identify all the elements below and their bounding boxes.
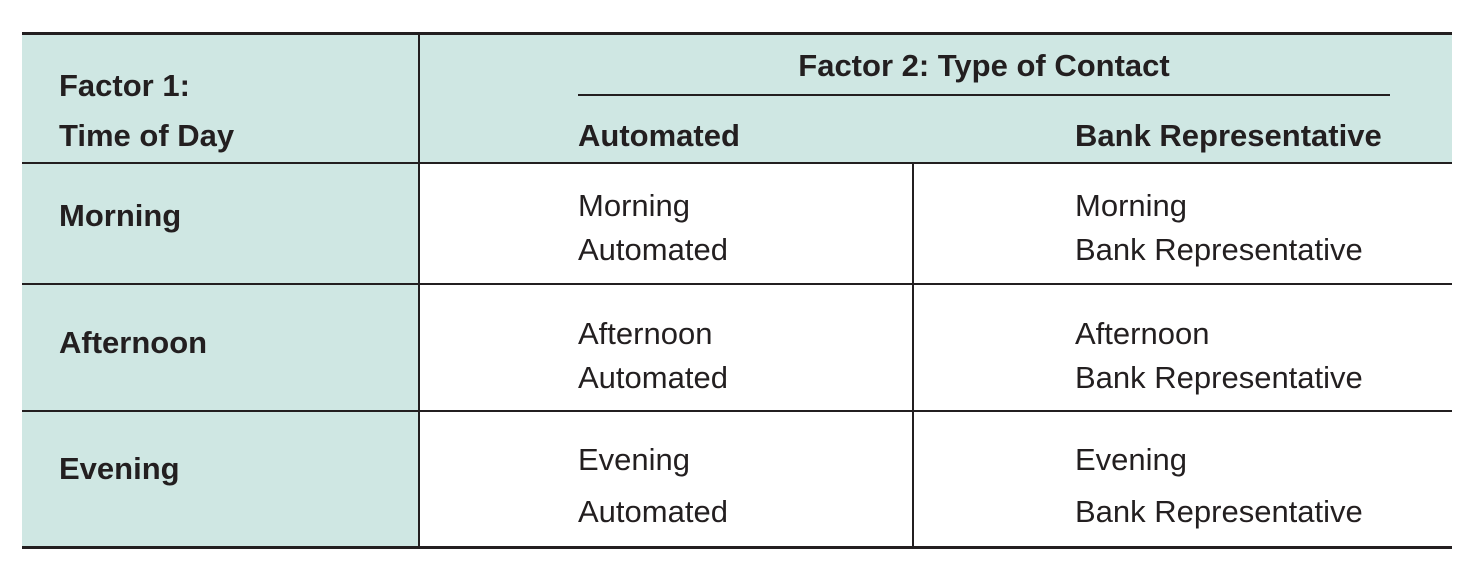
cell-line-1: Afternoon	[1075, 316, 1210, 351]
cell-line-2: Automated	[578, 494, 728, 529]
cell-line-2: Automated	[578, 232, 728, 267]
table-bottom-rule	[22, 546, 1452, 549]
factor1-label: Factor 1:	[59, 68, 190, 103]
row-label-afternoon: Afternoon	[59, 325, 208, 360]
factor2-title: Factor 2: Type of Contact	[798, 48, 1170, 83]
row-label-divider	[418, 35, 420, 546]
table-cell: Afternoon Automated	[578, 312, 728, 400]
table-top-rule	[22, 32, 1452, 35]
row-label-morning: Morning	[59, 198, 182, 233]
factor1-title: Time of Day	[59, 118, 235, 153]
cell-line-2: Bank Representative	[1075, 232, 1363, 267]
cell-line-1: Morning	[1075, 188, 1187, 223]
column-header-automated: Automated	[578, 118, 740, 153]
table-cell: Evening Automated	[578, 438, 728, 534]
cell-line-1: Morning	[578, 188, 690, 223]
row-label-evening: Evening	[59, 451, 180, 486]
cell-line-1: Evening	[1075, 442, 1188, 477]
factor2-underline	[578, 94, 1390, 96]
header-background	[22, 35, 1452, 164]
cell-line-2: Automated	[578, 360, 728, 395]
column-header-bank-representative: Bank Representative	[1075, 118, 1382, 153]
row-label-column-background	[22, 164, 418, 546]
cell-line-1: Evening	[578, 442, 691, 477]
header-divider	[22, 162, 1452, 164]
row-divider-2	[22, 410, 1452, 412]
column-divider	[912, 164, 914, 546]
cell-line-2: Bank Representative	[1075, 360, 1363, 395]
table-cell: Morning Automated	[578, 184, 728, 272]
row-divider-1	[22, 283, 1452, 285]
table-cell: Evening Bank Representative	[1075, 438, 1363, 534]
table-cell: Morning Bank Representative	[1075, 184, 1363, 272]
table-cell: Afternoon Bank Representative	[1075, 312, 1363, 400]
cell-line-2: Bank Representative	[1075, 494, 1363, 529]
cell-line-1: Afternoon	[578, 316, 713, 351]
factorial-design-table: Factor 1: Time of Day Factor 2: Type of …	[22, 32, 1452, 549]
